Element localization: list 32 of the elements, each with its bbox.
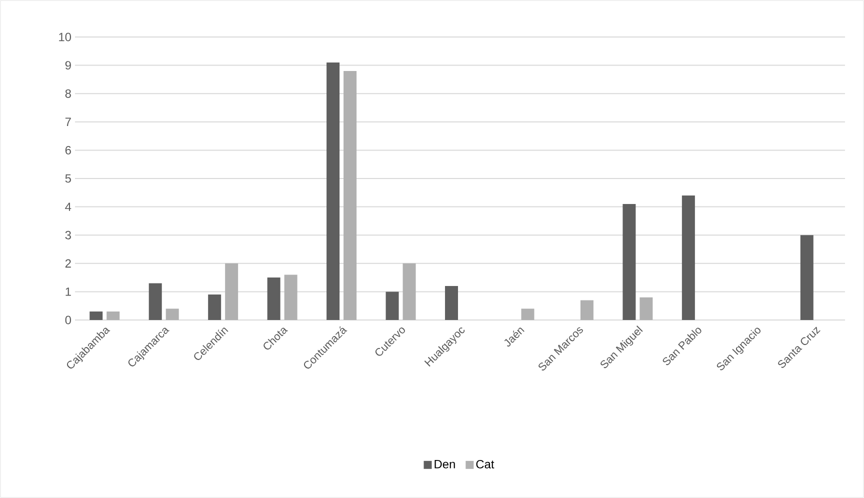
bar [106, 312, 120, 320]
bar [267, 278, 280, 320]
y-tick-label: 6 [65, 146, 71, 154]
bar [208, 294, 222, 320]
y-tick-label: 2 [65, 259, 71, 268]
y-tick-label: 1 [66, 288, 71, 296]
bar [344, 70, 357, 320]
bar [148, 283, 162, 320]
bar [90, 312, 103, 320]
y-tick-label: 5 [65, 174, 71, 183]
bar [326, 62, 340, 320]
bar [386, 292, 399, 320]
legend-label: Den [434, 460, 455, 468]
bar [622, 204, 636, 320]
bar [402, 263, 416, 320]
bar [166, 308, 179, 320]
bar [640, 297, 653, 320]
y-tick-label: 0 [65, 316, 72, 324]
bar [225, 263, 238, 320]
y-tick-label: 4 [65, 202, 72, 211]
y-tick-label: 7 [65, 118, 71, 126]
y-tick-label: 10 [59, 32, 72, 42]
bar [580, 300, 594, 320]
y-tick-label: 9 [65, 61, 71, 70]
bar [284, 274, 298, 320]
bar [800, 235, 814, 320]
bar [682, 195, 695, 320]
y-tick-label: 3 [65, 230, 71, 240]
bar [521, 308, 534, 320]
legend-label: Cat [476, 460, 494, 468]
bar [445, 286, 458, 320]
y-tick-label: 8 [65, 89, 71, 98]
